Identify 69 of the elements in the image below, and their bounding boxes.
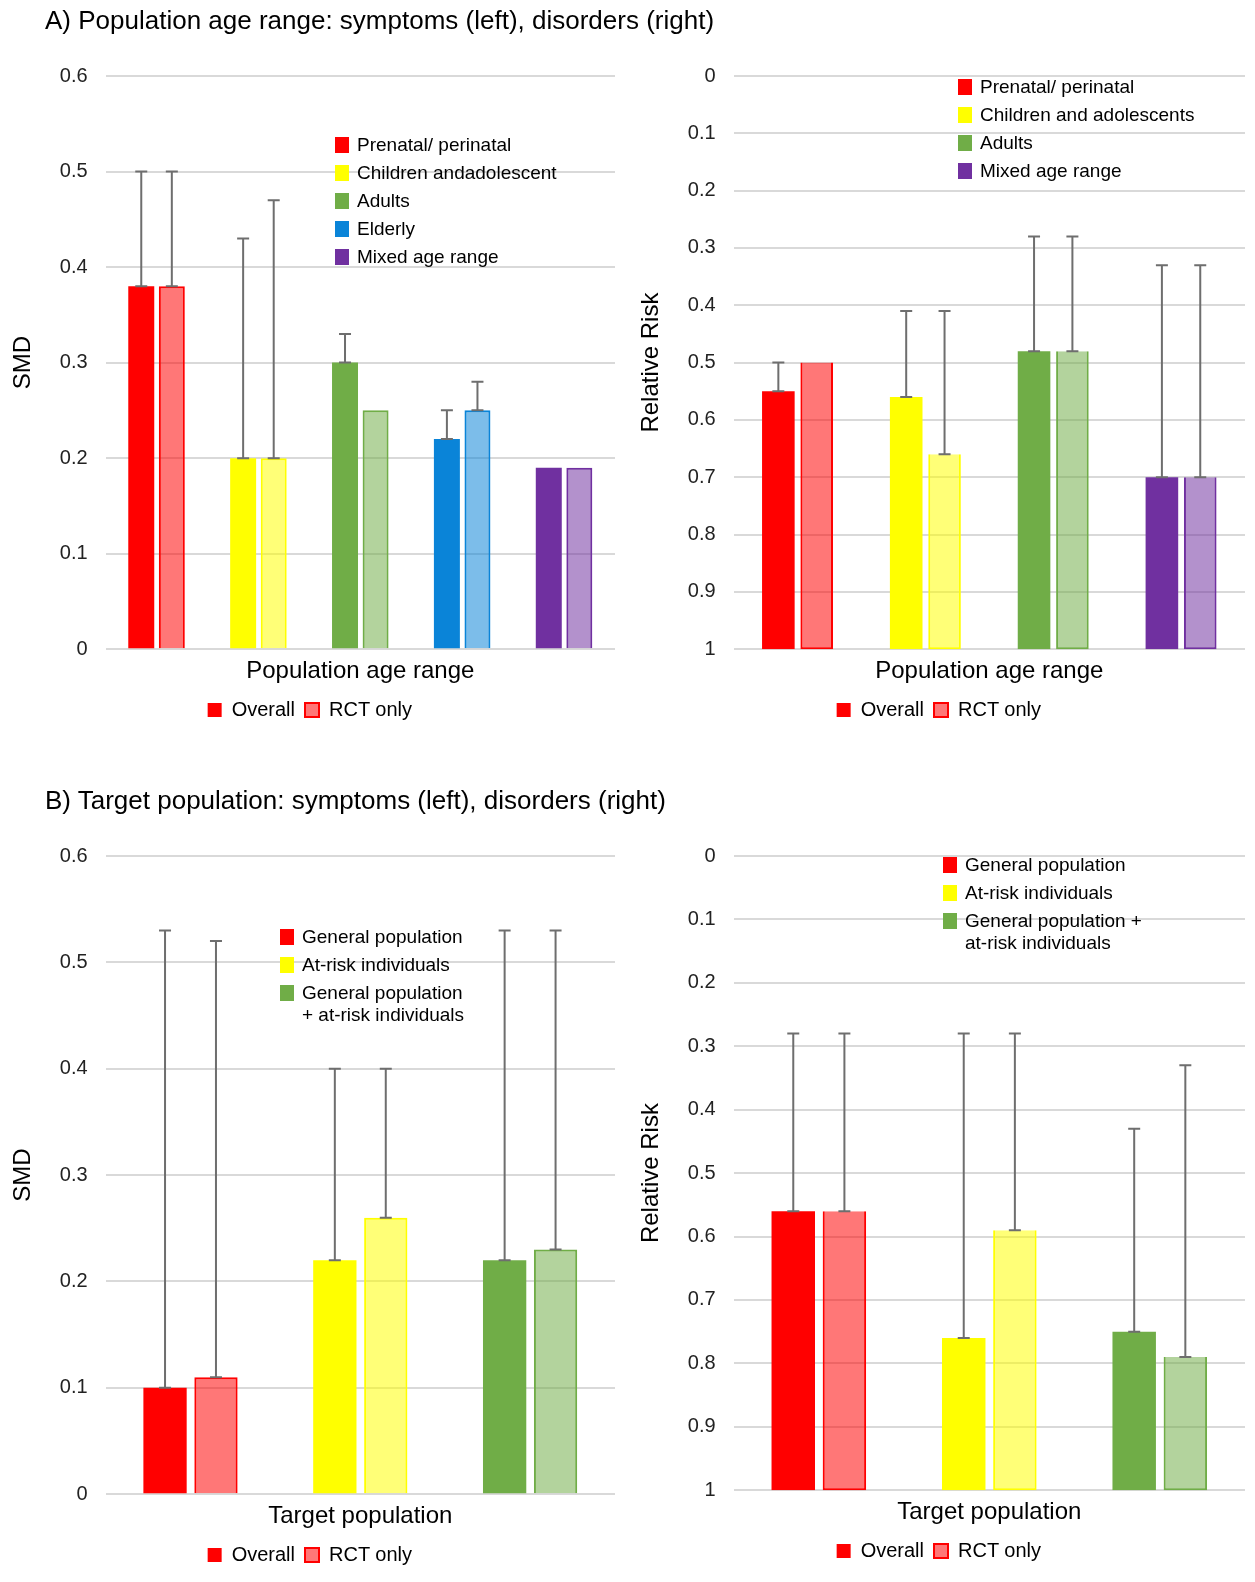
y-tick-label: 0.3 [687,235,716,258]
legend-label: Overall [231,1542,296,1565]
y-axis-title: Relative Risk [636,291,664,433]
annotation: General population [965,854,1126,876]
y-tick-label: 0.5 [687,1160,716,1183]
y-tick-label: 0.7 [687,1287,716,1310]
annotation: Mixed age range [357,246,499,268]
annotation: At-risk individuals [965,882,1113,904]
annotation: Adults [357,190,410,212]
annotation: Prenatal/ perinatal [980,76,1135,98]
y-tick-label: 0.9 [687,1414,716,1437]
y-tick-label: 1 [704,1477,716,1500]
y-tick-label: 0.6 [59,63,88,86]
y-tick-label: 0.6 [687,407,716,430]
x-axis-title: Population age range [875,656,1104,684]
y-tick-label: 0.5 [59,159,88,182]
y-tick-label: 0.3 [59,350,88,373]
legend-label: Overall [860,1538,925,1561]
y-tick-label: 0.4 [59,254,88,277]
y-tick-label: 0.1 [59,541,88,564]
y-tick-label: 0.9 [687,579,716,602]
legend-label: RCT only [329,1542,412,1565]
y-tick-label: 0.5 [687,350,716,373]
legend-label: RCT only [958,1538,1041,1561]
y-tick-label: 0 [76,1481,88,1504]
y-tick-label: 0.6 [59,843,88,866]
y-tick-label: 1 [704,636,716,659]
y-tick-label: 0.8 [687,1350,716,1373]
y-tick-label: 0 [704,63,716,86]
y-axis-title: SMD [8,335,36,390]
y-tick-label: 0.5 [59,949,88,972]
chart-title: A) Population age range: symptoms (left), disorders (right) [44,4,715,37]
y-tick-label: 0.1 [687,120,716,143]
legend-label: RCT only [958,697,1041,720]
y-tick-label: 0.2 [687,178,716,201]
annotation: Mixed age range [980,160,1122,182]
y-tick-label: 0.7 [687,464,716,487]
annotation: Elderly [357,218,416,240]
annotation: At-risk individuals [302,954,450,976]
annotation: General population [302,926,463,948]
annotation: Children and adolescents [980,104,1195,126]
annotation: Children andadolescent [357,162,557,184]
annotation: General population + at-risk individuals [965,910,1142,954]
legend-label: RCT only [329,697,412,720]
y-tick-label: 0.4 [687,292,716,315]
y-tick-label: 0.2 [687,970,716,993]
legend-label: Overall [860,697,925,720]
y-tick-label: 0 [704,843,716,866]
y-tick-label: 0.3 [687,1033,716,1056]
y-tick-label: 0.2 [59,1268,88,1291]
x-axis-title: Target population [268,1501,453,1529]
y-tick-label: 0.6 [687,1224,716,1247]
y-tick-label: 0.3 [59,1162,88,1185]
y-tick-label: 0.8 [687,522,716,545]
y-tick-label: 0.4 [687,1097,716,1120]
y-axis-title: SMD [8,1148,36,1202]
x-axis-title: Population age range [246,656,475,684]
y-tick-label: 0.2 [59,445,88,468]
x-axis-title: Target population [897,1497,1082,1525]
legend-label: Overall [231,697,296,720]
y-tick-label: 0.1 [687,906,716,929]
annotation: Prenatal/ perinatal [357,134,512,156]
annotation: General population + at-risk individuals [302,982,465,1026]
y-tick-label: 0.1 [59,1375,88,1398]
chart-title: B) Target population: symptoms (left), disorders (right) [44,784,666,817]
y-axis-title: Relative Risk [636,1102,664,1244]
y-tick-label: 0.4 [59,1056,88,1079]
annotation: Adults [980,132,1033,154]
y-tick-label: 0 [76,636,88,659]
